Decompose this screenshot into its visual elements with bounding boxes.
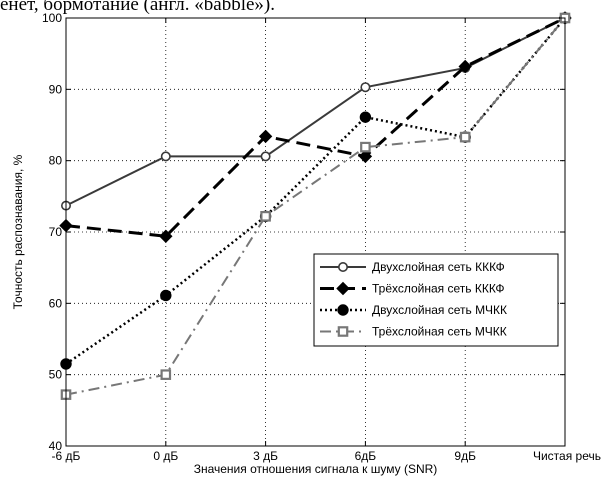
data-point-marker <box>160 369 172 380</box>
legend-label: Трёхслойная сеть МЧКК <box>372 325 507 339</box>
x-tick-label: -6 дБ <box>52 449 81 463</box>
y-tick-label: 60 <box>49 296 63 310</box>
data-point-marker <box>159 229 173 243</box>
grid-lines <box>66 18 565 446</box>
data-point-marker <box>458 59 472 74</box>
series-line <box>65 16 566 238</box>
series-1 <box>60 13 570 211</box>
series-2 <box>59 11 572 243</box>
data-point-marker <box>360 82 371 93</box>
x-tick-labels: -6 дБ 0 дБ 3 дБ 6дБ 9дБ Чистая речь <box>52 449 601 463</box>
legend-entry: Двухслойная сеть МЧКК <box>320 303 507 317</box>
legend-label: Двухслойная сеть МЧКК <box>372 303 507 317</box>
data-point-marker <box>359 111 372 123</box>
legend-entry: Двухслойная сеть КККФ <box>320 260 505 274</box>
data-point-marker <box>337 326 349 337</box>
data-point-marker <box>160 289 172 302</box>
data-point-marker <box>358 149 373 164</box>
legend-box <box>313 253 559 347</box>
x-tick-label: 0 дБ <box>153 449 178 463</box>
data-point-marker <box>337 261 348 272</box>
data-point-marker <box>258 129 273 144</box>
y-axis-label: Точность распознавания, % <box>11 154 25 309</box>
data-point-marker <box>360 141 371 153</box>
data-point-marker <box>160 151 171 162</box>
x-axis-label: Значения отношения сигнала к шуму (SNR) <box>194 462 438 476</box>
x-tick-label: 3 дБ <box>253 449 278 463</box>
y-tick-label: 90 <box>49 82 63 96</box>
y-tick-label: 80 <box>49 154 63 168</box>
tick-marks <box>65 17 566 447</box>
x-tick-label: 9дБ <box>454 449 476 463</box>
caption-fragment: енет, бормотание (англ. «babble»). <box>0 0 276 14</box>
y-tick-label: 100 <box>42 11 62 25</box>
x-tick-label: 6дБ <box>355 449 377 463</box>
legend-label: Двухслойная сеть КККФ <box>372 260 505 274</box>
series-line <box>65 17 566 396</box>
data-point-marker <box>260 211 271 222</box>
legend-entry: Трёхслойная сеть КККФ <box>320 282 505 296</box>
y-tick-labels: 40 50 60 70 80 90 100 <box>42 11 62 453</box>
data-point-marker <box>337 304 349 316</box>
series-group <box>59 11 572 400</box>
y-tick-label: 50 <box>49 368 63 382</box>
legend-entry: Трёхслойная сеть МЧКК <box>320 325 507 339</box>
data-point-marker <box>336 281 350 296</box>
data-point-marker <box>260 151 271 162</box>
data-point-marker <box>459 131 471 143</box>
series-line <box>65 17 566 207</box>
y-tick-label: 70 <box>49 225 63 239</box>
legend-label: Трёхслойная сеть КККФ <box>372 282 505 296</box>
y-tick-label: 40 <box>49 439 63 453</box>
x-tick-label: Чистая речь <box>533 449 601 463</box>
legend: Двухслойная сеть КККФ Трёхслойная сеть КК… <box>313 253 559 347</box>
